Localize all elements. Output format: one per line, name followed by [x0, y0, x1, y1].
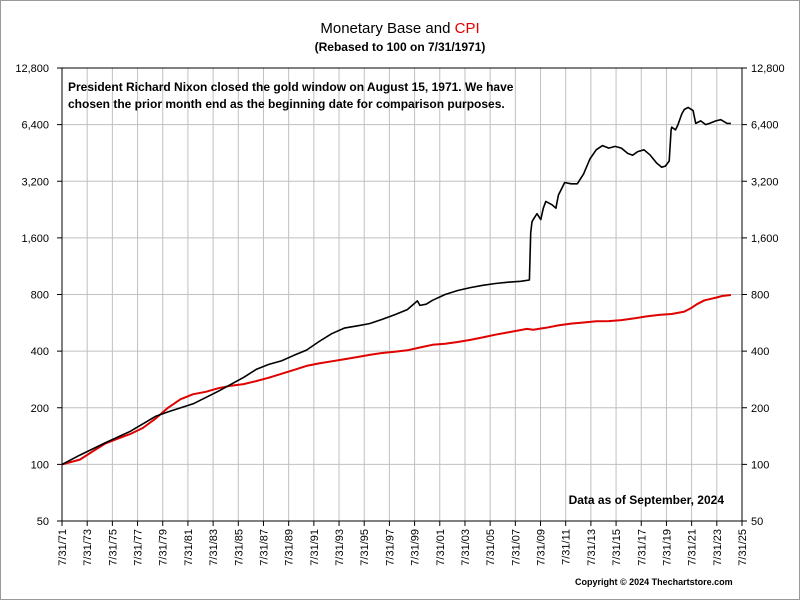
x-tick-label: 7/31/73 — [82, 529, 94, 566]
chart-subtitle: (Rebased to 100 on 7/31/1971) — [314, 40, 486, 54]
y-tick-label-left: 12,800 — [15, 63, 49, 75]
data-as-of-note: Data as of September, 2024 — [569, 493, 725, 507]
annotation-line-1: President Richard Nixon closed the gold … — [68, 80, 514, 94]
x-tick-label: 7/31/01 — [435, 529, 447, 566]
y-tick-label-right: 12,800 — [751, 63, 785, 75]
chart-title-cpi: CPI — [454, 20, 480, 37]
y-tick-label-left: 800 — [31, 290, 49, 302]
x-tick-label: 7/31/99 — [410, 529, 422, 566]
x-tick-label: 7/31/11 — [561, 529, 573, 565]
monetary-base-series-line — [61, 106, 731, 466]
x-tick-label: 7/31/93 — [334, 529, 346, 566]
x-tick-label: 7/31/17 — [636, 529, 648, 566]
x-tick-label: 7/31/07 — [510, 529, 522, 566]
axis-layer: 50 50 100 100 200 200 400 400 800 800 1,600 1,600 3,… — [15, 63, 784, 566]
x-tick-label: 7/31/83 — [208, 529, 220, 566]
copyright-notice: Copyright © 2024 Thechartstore.com — [575, 577, 733, 587]
chart-title: Monetary Base and CPI — [0, 20, 800, 37]
y-tick-label-right: 6,400 — [751, 120, 779, 132]
x-tick-label: 7/31/91 — [309, 529, 321, 566]
x-tick-label: 7/31/13 — [586, 529, 598, 566]
annotation-line-2: chosen the prior month end as the beginn… — [68, 97, 505, 111]
x-tick-label: 7/31/95 — [359, 529, 371, 566]
y-tick-label-right: 200 — [751, 403, 769, 415]
x-tick-label: 7/31/89 — [284, 529, 296, 566]
y-tick-label-left: 6,400 — [21, 120, 49, 132]
y-tick-label-left: 3,200 — [21, 176, 49, 188]
series-layer — [61, 106, 732, 466]
y-tick-label-right: 400 — [751, 346, 769, 358]
x-tick-label: 7/31/85 — [233, 529, 245, 566]
y-tick-label-left: 1,600 — [21, 233, 49, 245]
y-tick-label-right: 1,600 — [751, 233, 779, 245]
x-tick-label: 7/31/77 — [133, 529, 145, 566]
x-tick-label: 7/31/97 — [384, 529, 396, 566]
y-tick-label-left: 400 — [31, 346, 49, 358]
x-tick-label: 7/31/05 — [485, 529, 497, 566]
x-tick-label: 7/31/21 — [687, 529, 699, 566]
x-tick-label: 7/31/25 — [737, 529, 749, 566]
y-tick-label-right: 3,200 — [751, 176, 779, 188]
x-tick-label: 7/31/75 — [107, 529, 119, 566]
x-tick-label: 7/31/87 — [258, 529, 270, 566]
x-tick-label: 7/31/23 — [712, 529, 724, 566]
x-tick-label: 7/31/03 — [460, 529, 472, 566]
x-tick-label: 7/31/81 — [183, 529, 195, 566]
y-tick-label-left: 50 — [37, 516, 49, 528]
y-tick-label-left: 100 — [31, 459, 49, 471]
x-tick-label: 7/31/15 — [611, 529, 623, 566]
x-tick-label: 7/31/71 — [57, 529, 69, 566]
y-tick-label-right: 800 — [751, 290, 769, 302]
y-tick-label-right: 100 — [751, 459, 769, 471]
chart-title-main: Monetary Base and — [320, 20, 451, 37]
x-tick-label: 7/31/19 — [661, 529, 673, 566]
grid-layer — [61, 67, 743, 522]
y-tick-label-right: 50 — [751, 516, 763, 528]
x-tick-label: 7/31/79 — [158, 529, 170, 566]
x-tick-label: 7/31/09 — [536, 529, 548, 566]
y-tick-label-left: 200 — [31, 403, 49, 415]
cpi-series-line — [61, 294, 732, 466]
